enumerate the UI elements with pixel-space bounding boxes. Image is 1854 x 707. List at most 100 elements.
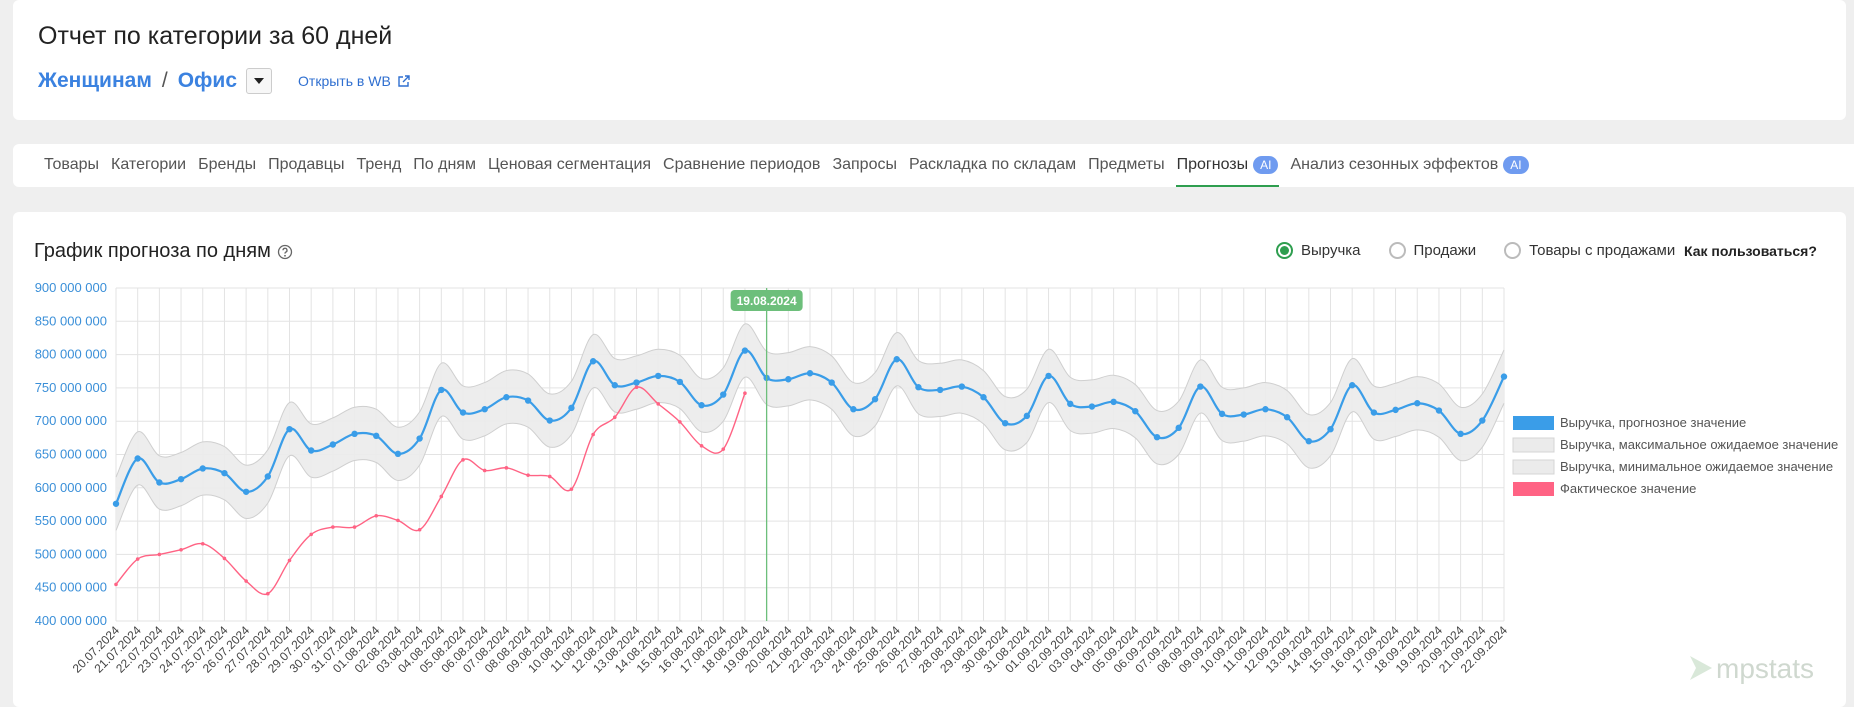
point	[1283, 414, 1291, 421]
crumb[interactable]: Офис	[177, 69, 238, 92]
point	[958, 383, 966, 390]
tab-label: Бренды	[198, 155, 257, 173]
y-tick-label: 800 000 000	[35, 347, 107, 362]
legend-swatch	[1512, 459, 1555, 475]
tab[interactable]: Сравнение периодов	[662, 144, 821, 187]
tab-badge: AI	[1503, 155, 1529, 174]
tab-label: Раскладка по складам	[908, 155, 1077, 173]
point	[351, 430, 358, 438]
point	[264, 473, 272, 480]
point	[806, 370, 814, 377]
tab[interactable]: Тренд	[355, 144, 402, 187]
point	[633, 379, 640, 386]
point	[654, 372, 662, 380]
point	[850, 406, 857, 413]
link-text: Открыть в WB	[298, 73, 391, 89]
point	[177, 475, 185, 483]
tab[interactable]: Ценовая сегментация	[487, 144, 652, 187]
point	[157, 552, 162, 557]
y-tick-label: 750 000 000	[35, 380, 107, 395]
radio-option[interactable]: Товары с продажами	[1504, 242, 1675, 259]
point	[893, 356, 900, 363]
tab-label: Товары	[44, 155, 100, 173]
radio-option[interactable]: Продажи	[1388, 242, 1476, 259]
point	[1153, 433, 1161, 441]
tab[interactable]: Бренды	[197, 144, 257, 187]
tab[interactable]: Запросы	[831, 144, 898, 187]
point	[1045, 372, 1052, 380]
radio-label: Товары с продажами	[1529, 242, 1676, 259]
point	[503, 394, 510, 401]
point	[394, 450, 402, 458]
tab[interactable]: Анализ сезонных эффектов AI	[1289, 144, 1529, 187]
point	[329, 441, 337, 448]
y-tick-label: 850 000 000	[35, 313, 107, 328]
point	[1414, 400, 1421, 407]
tab-label: По дням	[413, 155, 476, 173]
point	[1457, 430, 1464, 438]
radio-dot	[1276, 242, 1293, 259]
point	[1370, 409, 1378, 416]
point	[222, 556, 227, 561]
external-icon	[398, 74, 410, 87]
point	[112, 500, 120, 507]
y-tick-label: 600 000 000	[35, 480, 107, 495]
point	[785, 376, 792, 383]
point	[1435, 407, 1443, 414]
point	[482, 468, 487, 473]
logo-text: mpstats	[1716, 653, 1814, 684]
logo-icon	[1690, 656, 1712, 680]
point	[287, 558, 292, 563]
point	[569, 487, 574, 491]
help-link[interactable]: Как пользоваться?	[1684, 243, 1817, 259]
point	[828, 379, 835, 386]
tab[interactable]: По дням	[412, 144, 477, 187]
tab[interactable]: Продавцы	[267, 144, 345, 187]
tab[interactable]: Прогнозы AI	[1175, 144, 1280, 187]
point	[568, 404, 575, 412]
tab-label: Сравнение периодов	[663, 155, 821, 173]
point	[1067, 400, 1074, 408]
tab-label: Ценовая сегментация	[487, 155, 652, 173]
point	[741, 347, 749, 354]
open-wb-link[interactable]: Открыть в WB	[298, 73, 410, 89]
y-tick-label: 400 000 000	[35, 613, 107, 628]
legend-swatch	[1513, 482, 1554, 496]
tab[interactable]: Товары	[43, 144, 100, 187]
radio-option[interactable]: Выручка	[1276, 242, 1361, 259]
point	[200, 541, 205, 546]
tab[interactable]: Предметы	[1087, 144, 1165, 187]
dropdown-button[interactable]	[246, 68, 273, 94]
point	[417, 527, 422, 532]
point	[591, 432, 595, 437]
crumb[interactable]: Женщинам	[38, 69, 152, 92]
legend-swatch	[1513, 416, 1554, 430]
legend-label: Выручка, минимальное ожидаемое значение	[1560, 459, 1833, 474]
tab[interactable]: Категории	[110, 144, 187, 187]
point	[1132, 408, 1139, 415]
point	[1197, 383, 1204, 390]
tab[interactable]: Раскладка по складам	[908, 144, 1077, 187]
point	[373, 432, 380, 440]
point	[199, 465, 206, 472]
point	[1500, 373, 1508, 380]
point	[134, 455, 141, 462]
point	[720, 391, 727, 398]
point	[546, 417, 553, 424]
point	[634, 385, 639, 390]
point	[1175, 424, 1182, 432]
legend-label: Выручка, прогнозное значение	[1560, 415, 1746, 430]
annotation-label: 19.08.2024	[737, 294, 797, 308]
point	[676, 378, 684, 386]
metric-radios: Выручка Продажи Товары с продажами	[1276, 242, 1675, 259]
help-icon[interactable]	[277, 244, 293, 260]
breadcrumbs: Женщинам / Офис Открыть в WB	[38, 68, 410, 94]
point	[114, 582, 118, 587]
band-edge	[115, 376, 1505, 531]
tab-label: Тренд	[356, 155, 402, 173]
point	[915, 384, 922, 391]
y-tick-label: 500 000 000	[35, 546, 107, 561]
